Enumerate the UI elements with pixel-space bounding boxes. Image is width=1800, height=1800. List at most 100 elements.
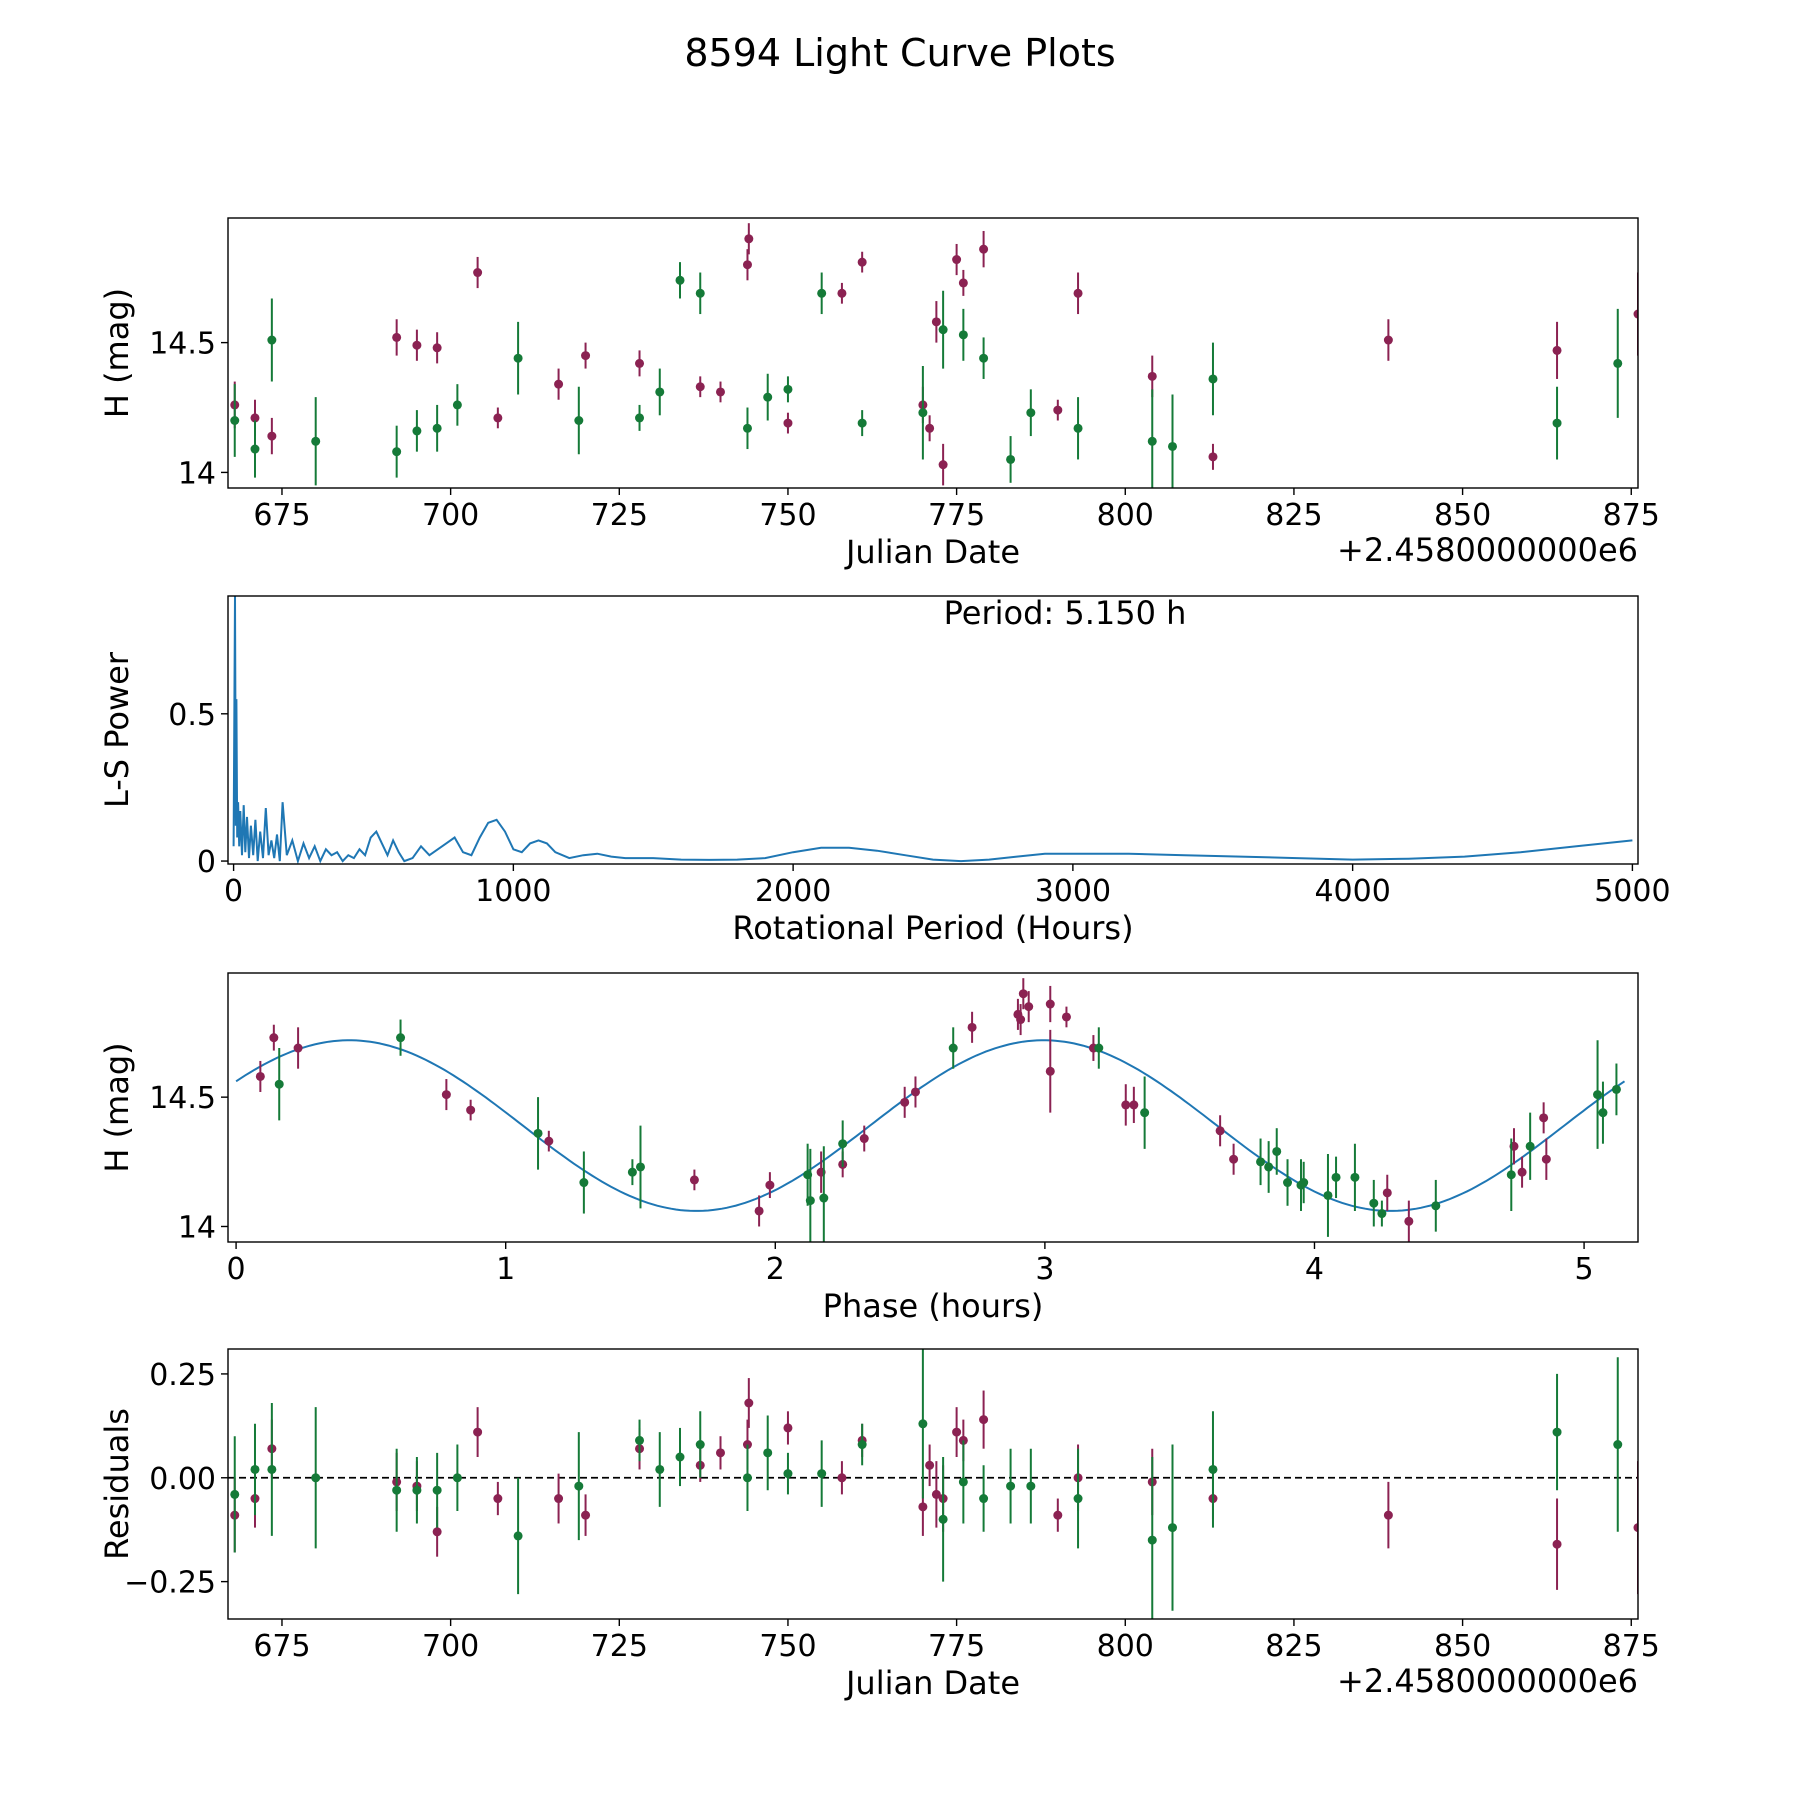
x-axis-label: Phase (hours)	[823, 1287, 1044, 1325]
data-point-green	[655, 1464, 665, 1474]
data-point-maroon	[837, 1473, 847, 1483]
data-point-maroon	[1129, 1100, 1139, 1110]
data-point-maroon	[1061, 1012, 1071, 1022]
data-point-green	[1593, 1090, 1603, 1100]
data-point-green	[412, 426, 422, 436]
data-point-maroon	[581, 1510, 591, 1520]
data-point-maroon	[1383, 1510, 1393, 1520]
data-point-green	[1208, 1464, 1218, 1474]
y-tick-label: 14	[178, 456, 216, 491]
data-point-maroon	[554, 1494, 564, 1504]
data-point-green	[1167, 1523, 1177, 1533]
data-point-green	[452, 400, 462, 410]
panel-residuals: 675 700 725 750 775 800 825 850 875 0.25 0.00 −0.25…	[98, 1348, 1660, 1702]
data-point-maroon	[931, 317, 941, 327]
x-axis-label: Julian Date	[844, 1664, 1020, 1702]
x-tick-label: 800	[1097, 498, 1154, 533]
y-axis-label: Residuals	[98, 1408, 136, 1560]
axes-frame	[227, 1348, 1639, 1620]
data-point-maroon	[250, 413, 260, 423]
data-point-green	[513, 353, 523, 363]
data-point-maroon	[554, 379, 564, 389]
x-offset-label: +2.4580000000e6	[1337, 531, 1638, 569]
data-point-green	[274, 1079, 284, 1089]
data-point-maroon	[952, 255, 962, 265]
data-point-green	[817, 288, 827, 298]
data-point-green	[783, 384, 793, 394]
data-point-maroon	[1016, 1015, 1026, 1025]
x-tick-label: 5	[1575, 1252, 1594, 1287]
data-point-maroon	[958, 278, 968, 288]
data-point-green	[627, 1167, 637, 1177]
y-tick-label: 14	[178, 1210, 216, 1245]
data-point-maroon	[432, 343, 442, 353]
x-tick-label: 800	[1097, 1629, 1154, 1664]
data-point-maroon	[1383, 335, 1393, 345]
data-point-maroon	[1229, 1154, 1239, 1164]
data-point-green	[579, 1178, 589, 1188]
data-point-maroon	[1552, 345, 1562, 355]
data-point-maroon	[1539, 1113, 1549, 1123]
data-point-maroon	[967, 1022, 977, 1032]
data-point-green	[938, 325, 948, 335]
data-point-maroon	[581, 351, 591, 361]
plot-area	[235, 978, 1626, 1242]
data-point-maroon	[1215, 1126, 1225, 1136]
data-point-green	[250, 444, 260, 454]
x-tick-label: 5000	[1594, 874, 1670, 909]
data-point-green	[979, 353, 989, 363]
data-point-green	[817, 1469, 827, 1479]
x-tick-label: 0	[227, 1252, 246, 1287]
data-point-green	[1506, 1170, 1516, 1180]
x-tick-label: 875	[1603, 498, 1660, 533]
x-tick-label: 850	[1434, 498, 1491, 533]
y-axis-label: H (mag)	[98, 1042, 136, 1172]
data-point-maroon	[466, 1105, 476, 1115]
data-point-maroon	[1045, 999, 1055, 1009]
x-tick-label: 775	[928, 498, 985, 533]
data-point-green	[267, 1464, 277, 1474]
data-point-green	[1073, 1494, 1083, 1504]
x-tick-label: 675	[253, 498, 310, 533]
plot-area	[230, 223, 1638, 488]
data-point-maroon	[1147, 371, 1157, 381]
data-point-green	[1283, 1178, 1293, 1188]
data-point-green	[1147, 1535, 1157, 1545]
data-point-maroon	[392, 332, 402, 342]
x-tick-label: 2000	[755, 874, 831, 909]
y-tick-label: 0.00	[149, 1462, 216, 1497]
data-point-green	[1350, 1172, 1360, 1182]
x-tick-label: 1000	[475, 874, 551, 909]
data-point-green	[392, 447, 402, 457]
data-point-green	[763, 392, 773, 402]
data-point-green	[574, 1481, 584, 1491]
data-point-green	[412, 1485, 422, 1495]
data-point-maroon	[255, 1071, 265, 1081]
panel-light-curve: 675 700 725 750 775 800 825 850 875 14 14.5 Julian …	[98, 217, 1660, 571]
x-tick-label: 700	[422, 498, 479, 533]
data-point-green	[1613, 1440, 1623, 1450]
axes-frame	[227, 217, 1639, 489]
y-tick-label: 14.5	[149, 1081, 216, 1116]
data-point-green	[1256, 1157, 1266, 1167]
data-point-green	[1331, 1172, 1341, 1182]
data-point-maroon	[1018, 989, 1028, 999]
data-point-green	[783, 1469, 793, 1479]
data-point-maroon	[1024, 1002, 1034, 1012]
data-point-maroon	[715, 387, 725, 397]
panel-phase-folded: 0 1 2 3 4 5 14 14.5 Phase (hours) H (mag)	[98, 972, 1639, 1325]
x-tick-label: 775	[928, 1629, 985, 1664]
data-point-green	[1006, 454, 1016, 464]
data-point-green	[1323, 1190, 1333, 1200]
data-point-green	[695, 1440, 705, 1450]
data-point-maroon	[783, 1423, 793, 1433]
data-point-maroon	[473, 268, 483, 278]
axes-frame	[227, 595, 1639, 865]
x-tick-label: 825	[1265, 1629, 1322, 1664]
data-point-green	[396, 1033, 406, 1043]
data-point-maroon	[979, 244, 989, 254]
x-tick-label: 3000	[1035, 874, 1111, 909]
period-annotation: Period: 5.150 h	[944, 594, 1187, 632]
data-point-maroon	[1633, 1523, 1638, 1533]
model-fit-curve	[235, 1039, 1626, 1212]
